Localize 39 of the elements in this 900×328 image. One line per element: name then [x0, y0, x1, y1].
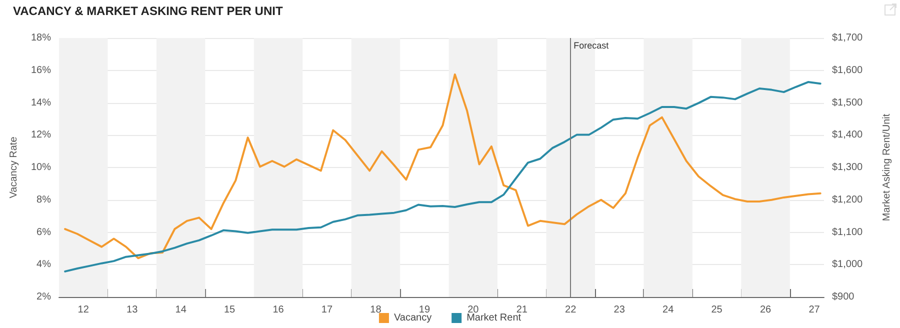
- x-tick-label: 21: [516, 304, 528, 316]
- y2-tick-label: $1,500: [832, 97, 864, 108]
- x-tick-label: 19: [418, 304, 430, 316]
- y2-tick-label: $1,300: [832, 162, 864, 173]
- x-tick-label: 23: [614, 304, 626, 316]
- y-tick-label: 4%: [36, 259, 52, 270]
- x-tick-label: 14: [175, 304, 187, 316]
- y2-tick-label: $1,100: [832, 226, 864, 238]
- x-tick-label: 17: [321, 304, 333, 316]
- y-tick-label: 10%: [30, 162, 52, 173]
- x-tick-label: 18: [370, 304, 382, 316]
- chart-title: VACANCY & MARKET ASKING RENT PER UNIT: [13, 4, 284, 18]
- y-tick-label: 14%: [30, 97, 52, 108]
- y-tick-label: 18%: [30, 32, 52, 44]
- y-tick-label: 6%: [36, 226, 52, 238]
- x-tick-label: 12: [78, 304, 90, 316]
- x-tick-label: 27: [808, 304, 820, 316]
- x-tick-label: 22: [565, 304, 577, 316]
- y2-tick-label: $1,000: [832, 259, 864, 270]
- x-tick-label: 16: [272, 304, 284, 316]
- x-tick-label: 24: [662, 304, 674, 316]
- y-tick-label: 16%: [30, 64, 52, 76]
- y-tick-label: 2%: [36, 292, 52, 302]
- y2-axis-title: Market Asking Rent/Unit: [882, 114, 892, 222]
- y-axis-title: Vacancy Rate: [8, 136, 20, 198]
- y-tick-label: 8%: [36, 194, 52, 206]
- legend-label: Market Rent: [466, 312, 522, 324]
- legend-label: Vacancy: [394, 312, 432, 324]
- x-tick-label: 26: [760, 304, 772, 316]
- x-tick-label: 13: [126, 304, 138, 316]
- y2-tick-label: $900: [832, 292, 855, 302]
- y2-tick-label: $1,600: [832, 64, 864, 76]
- y-tick-label: 12%: [30, 130, 52, 141]
- x-tick-label: 15: [224, 304, 236, 316]
- y2-tick-label: $1,200: [832, 194, 864, 206]
- ref-line-label: Forecast: [574, 40, 610, 50]
- x-tick-label: 25: [711, 304, 723, 316]
- y2-tick-label: $1,700: [832, 32, 864, 44]
- y2-tick-label: $1,400: [832, 130, 864, 141]
